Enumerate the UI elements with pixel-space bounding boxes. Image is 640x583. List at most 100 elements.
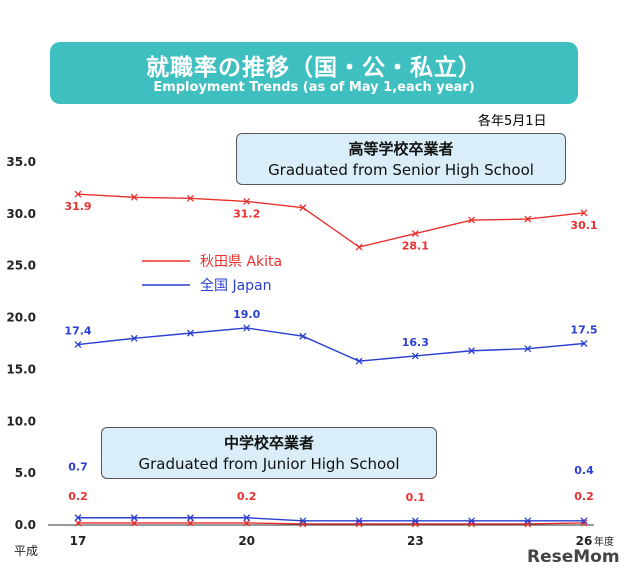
marker-stroke: [243, 197, 251, 205]
data-label: 17.5: [570, 324, 597, 337]
y-tick-label: 20.0: [6, 311, 36, 325]
data-label: 31.2: [233, 207, 260, 220]
data-point-marker: [524, 345, 532, 353]
marker-stroke: [243, 324, 251, 332]
marker-stroke: [468, 517, 476, 525]
y-tick-label: 25.0: [6, 259, 36, 273]
data-label: 0.7: [68, 461, 88, 474]
series-line: [78, 522, 585, 525]
data-label: 16.3: [402, 336, 429, 349]
senior-high-label-box: 高等学校卒業者 Graduated from Senior High Schoo…: [236, 133, 566, 185]
watermark-logo: ReseMom: [527, 547, 620, 567]
marker-stroke: [74, 190, 82, 198]
data-point-marker: [411, 352, 419, 360]
data-point-marker: [130, 193, 138, 201]
marker-stroke: [243, 519, 251, 527]
x-axis-prefix: 平成: [14, 544, 38, 558]
data-point-marker: [355, 517, 363, 525]
marker-stroke: [243, 514, 251, 522]
data-point-marker: [186, 514, 194, 522]
chart-title: 就職率の推移（国・公・私立）: [146, 55, 482, 81]
junior-high-label-box: 中学校卒業者 Graduated from Junior High School: [101, 427, 437, 479]
data-point-marker: [243, 514, 251, 522]
x-tick-label: 23: [407, 534, 424, 548]
chart-subtitle: Employment Trends (as of May 1,each year…: [153, 80, 475, 95]
chart-title-banner: 就職率の推移（国・公・私立） Employment Trends (as of …: [50, 42, 578, 104]
data-label: 17.4: [64, 325, 91, 338]
data-point-marker: [74, 514, 82, 522]
data-point-marker: [130, 519, 138, 527]
data-point-marker: [299, 517, 307, 525]
marker-stroke: [186, 514, 194, 522]
data-point-marker: [411, 517, 419, 525]
x-tick-label: 17: [70, 534, 87, 548]
series-line: [78, 517, 584, 522]
data-point-marker: [130, 334, 138, 342]
data-point-marker: [186, 194, 194, 202]
marker-stroke: [299, 204, 307, 212]
data-label: 30.1: [570, 219, 597, 232]
data-point-marker: [468, 216, 476, 224]
marker-stroke: [468, 216, 476, 224]
data-label: 0.4: [574, 464, 594, 477]
marker-stroke: [299, 332, 307, 340]
data-point-marker: [74, 341, 82, 348]
marker-stroke: [580, 517, 588, 525]
data-point-marker: [580, 517, 588, 525]
junior-label-jp: 中学校卒業者: [223, 434, 314, 452]
data-point-marker: [580, 209, 588, 217]
x-tick-label: 20: [238, 534, 255, 548]
marker-stroke: [130, 334, 138, 342]
senior-label-en: Graduated from Senior High School: [268, 161, 534, 179]
x-tick-label: 26: [576, 534, 593, 548]
data-label: 31.9: [64, 200, 91, 213]
data-point-marker: [468, 347, 476, 355]
marker-stroke: [411, 517, 419, 525]
marker-stroke: [186, 194, 194, 202]
marker-stroke: [74, 519, 82, 527]
data-label: 0.2: [237, 490, 257, 503]
x-axis-unit: 年度: [594, 535, 614, 548]
marker-stroke: [580, 209, 588, 217]
y-tick-label: 15.0: [6, 362, 36, 376]
marker-stroke: [524, 345, 532, 353]
data-point-marker: [580, 340, 588, 347]
series-line: [77, 327, 585, 362]
legend-entry: 秋田県 Akita: [200, 254, 282, 270]
marker-stroke: [411, 352, 419, 360]
data-label: 0.2: [68, 490, 88, 503]
marker-stroke: [130, 193, 138, 201]
junior-label-en: Graduated from Junior High School: [138, 455, 400, 473]
marker-stroke: [524, 215, 532, 223]
data-label: 28.1: [402, 240, 429, 253]
marker-stroke: [186, 519, 194, 527]
data-point-marker: [74, 190, 82, 198]
data-point-marker: [524, 215, 532, 223]
data-point-marker: [524, 517, 532, 525]
marker-stroke: [580, 519, 588, 527]
data-label: 0.2: [574, 490, 594, 503]
data-point-marker: [130, 514, 138, 522]
legend-entry: 全国 Japan: [200, 277, 272, 294]
marker-stroke: [580, 340, 588, 347]
data-point-marker: [299, 332, 307, 340]
marker-stroke: [130, 514, 138, 522]
marker-stroke: [74, 341, 82, 348]
data-point-marker: [355, 357, 363, 365]
marker-stroke: [299, 517, 307, 525]
series-line: [77, 193, 585, 248]
y-tick-label: 0.0: [15, 518, 36, 532]
marker-stroke: [186, 329, 194, 337]
y-tick-label: 35.0: [6, 155, 36, 169]
data-point-marker: [186, 329, 194, 337]
data-label: 0.1: [406, 491, 426, 504]
marker-stroke: [411, 230, 419, 238]
data-label: 19.0: [233, 308, 260, 321]
data-point-marker: [186, 519, 194, 527]
y-tick-label: 10.0: [6, 414, 36, 428]
data-point-marker: [411, 230, 419, 238]
data-point-marker: [468, 517, 476, 525]
marker-stroke: [355, 357, 363, 365]
data-point-marker: [243, 519, 251, 527]
marker-stroke: [74, 514, 82, 522]
